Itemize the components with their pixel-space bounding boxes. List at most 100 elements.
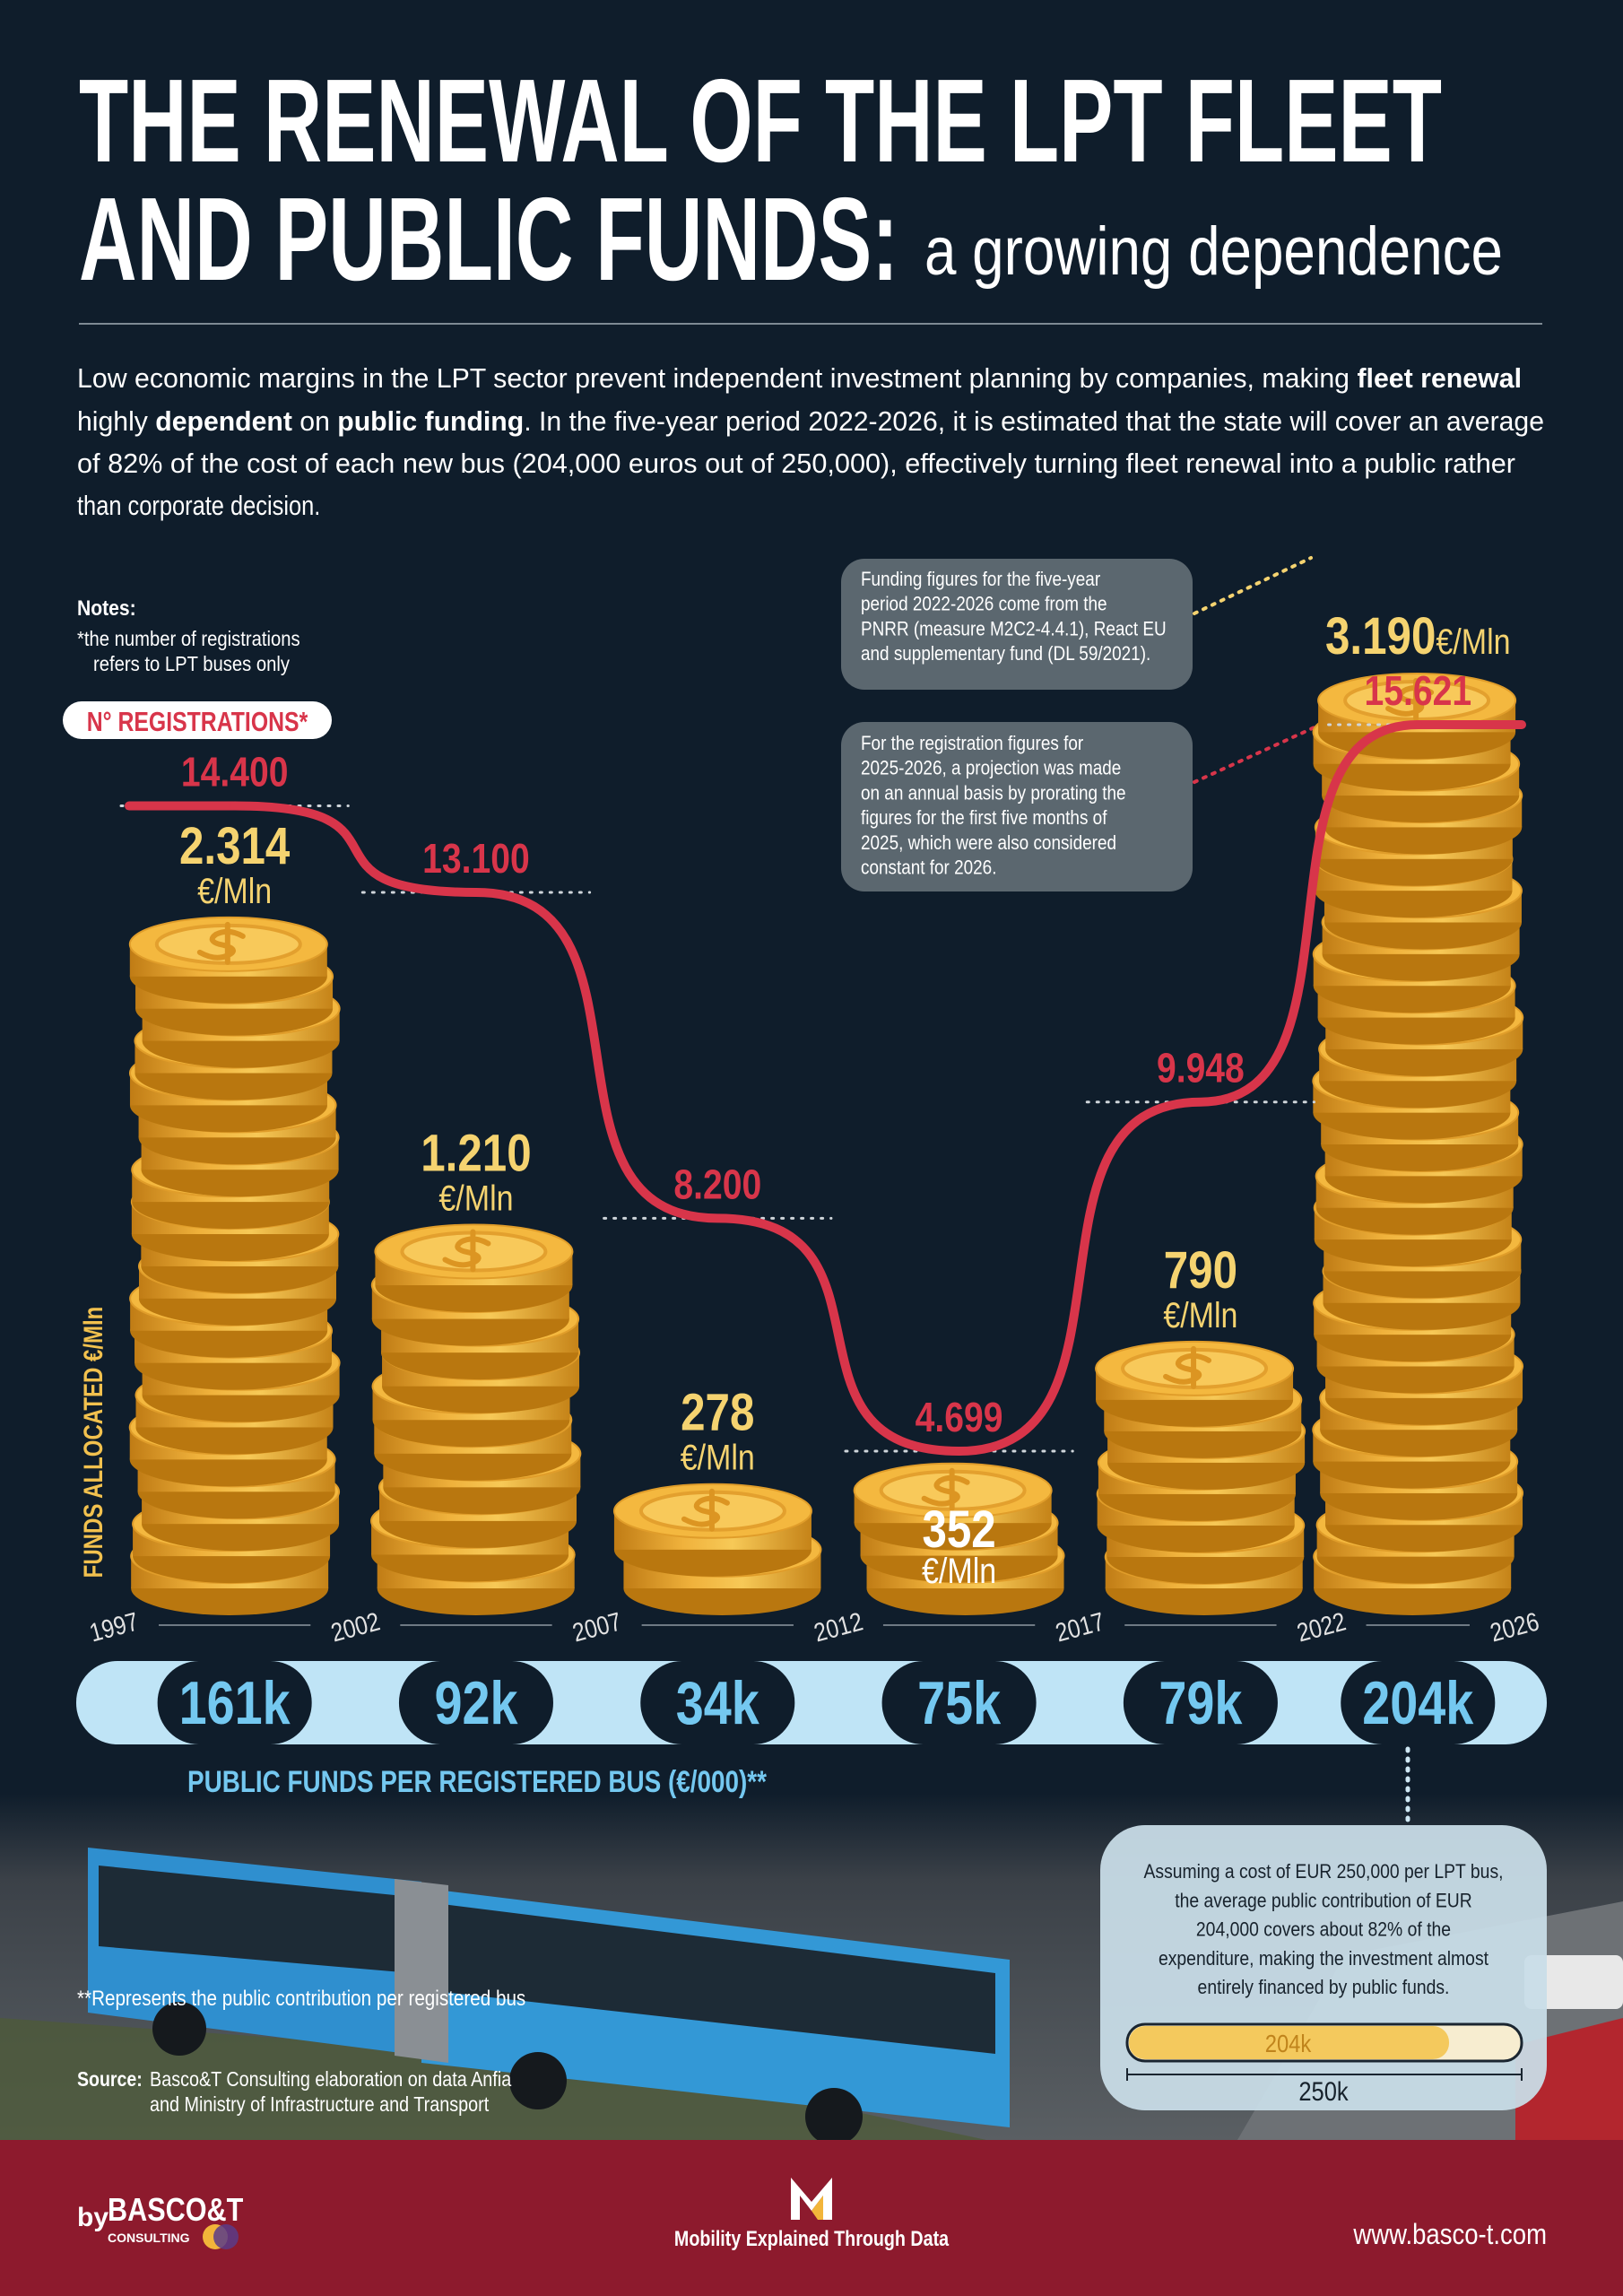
subtitle: a growing dependence <box>924 213 1503 290</box>
connector <box>1193 556 1313 615</box>
cost-label: 250k <box>1298 2077 1349 2107</box>
note-line: refers to LPT buses only <box>93 652 290 675</box>
notes-title: Notes: <box>77 596 136 621</box>
callout-text: period 2022-2026 come from the <box>861 593 1107 615</box>
source-text: Basco&T Consulting elaboration on data A… <box>150 2067 511 2091</box>
note-line: *the number of registrations <box>77 627 300 650</box>
per-bus-pill <box>1123 1661 1278 1744</box>
source-text: and Ministry of Infrastructure and Trans… <box>150 2092 490 2116</box>
footer <box>0 2140 1623 2296</box>
value-unit: €/Mln <box>1163 1296 1237 1335</box>
value-label: 1.210 <box>421 1124 531 1182</box>
intro-text: dependent <box>155 405 292 437</box>
per-bus-pill <box>881 1661 1037 1744</box>
value-unit: €/Mln <box>681 1439 755 1478</box>
intro-line: of 82% of the cost of each new bus (204,… <box>77 448 1515 479</box>
source-label: Source: <box>77 2067 143 2091</box>
coin-symbol <box>196 921 246 965</box>
grass <box>0 2018 986 2140</box>
per-bus-label: 204k <box>1362 1669 1473 1737</box>
value-label: 2.314 <box>179 817 290 875</box>
coin-stack <box>128 916 341 1615</box>
per-bus-label: 92k <box>434 1669 517 1737</box>
callout-box <box>841 722 1193 891</box>
intro-text: of 82% of the cost of each new bus (204,… <box>77 448 1515 479</box>
legend-label: N° REGISTRATIONS* <box>87 706 308 737</box>
intro-text: public funding <box>337 405 524 437</box>
footer-tagline: Mobility Explained Through Data <box>674 2227 950 2251</box>
registrations-label: 15.621 <box>1364 667 1471 714</box>
per-bus-label: 75k <box>917 1669 1001 1737</box>
per-bus-pill <box>1341 1661 1496 1744</box>
callout-text: 2025-2026, a projection was made <box>861 757 1121 779</box>
footer-brand-sub: CONSULTING <box>108 2231 190 2245</box>
intro-text: fleet renewal <box>1357 362 1522 394</box>
intro-line: Low economic margins in the LPT sector p… <box>77 362 1522 394</box>
registrations-label: 13.100 <box>422 835 530 882</box>
value-label: 278 <box>681 1384 754 1442</box>
legend-pill <box>63 701 332 739</box>
callout-text: figures for the first five months of <box>861 806 1107 829</box>
registrations-line <box>230 720 1423 1457</box>
intro-text: . In the five-year period 2022-2026, it … <box>524 405 1544 437</box>
per-bus-pill <box>157 1661 312 1744</box>
y-axis-label: FUNDS ALLOCATED €/Mln <box>79 1307 108 1578</box>
per-bus-label: 34k <box>676 1669 759 1737</box>
footer-brand: BASCO&T <box>108 2191 243 2228</box>
per-bus-label: 161k <box>179 1669 291 1737</box>
callout-text: Funding figures for the five-year <box>861 568 1100 590</box>
value-unit: €/Mln <box>922 1552 996 1591</box>
callout-text: PNRR (measure M2C2-4.4.1), React EU <box>861 617 1167 639</box>
footer-url: www.basco-t.com <box>1353 2218 1547 2250</box>
bus <box>88 1848 1623 2145</box>
callout-text: on an annual basis by prorating the <box>861 781 1126 804</box>
cost-text: Assuming a cost of EUR 250,000 per LPT b… <box>1143 1860 1503 1883</box>
callout-text: For the registration figures for <box>861 732 1083 754</box>
logo-m <box>791 2178 832 2220</box>
callout-text: 2025, which were also considered <box>861 831 1116 854</box>
value-label: 790 <box>1164 1241 1237 1300</box>
coin-symbol <box>1385 678 1435 721</box>
registrations-label: 14.400 <box>181 749 289 796</box>
value-unit: €/Mln <box>197 872 272 911</box>
intro-text: than corporate decision. <box>77 490 320 521</box>
footnote: **Represents the public contribution per… <box>77 1987 525 2011</box>
coin-stack <box>370 1223 582 1615</box>
registrations-label: 9.948 <box>1157 1045 1245 1091</box>
per-bus-title: PUBLIC FUNDS PER REGISTERED BUS (€/000)*… <box>187 1765 768 1799</box>
cost-text: entirely financed by public funds. <box>1198 1976 1450 1998</box>
value-unit: €/Mln <box>1436 622 1510 662</box>
contribution-label: 204k <box>1265 2030 1312 2057</box>
coin-stack <box>1095 1340 1306 1615</box>
logo-dot <box>213 2224 239 2249</box>
intro-line: than corporate decision. <box>77 490 320 521</box>
value-number: 3.190 <box>1325 607 1436 665</box>
intro-line: highly dependent on public funding. In t… <box>77 405 1544 437</box>
intro-text: on <box>292 405 337 437</box>
value-label: 352 <box>922 1500 995 1559</box>
coin-stack <box>853 1462 1065 1615</box>
coin-symbol <box>681 1488 730 1532</box>
coin-stack <box>612 1483 822 1615</box>
callout-text: constant for 2026. <box>861 857 996 879</box>
registrations-label: 4.699 <box>916 1394 1003 1440</box>
per-bus-pill <box>398 1661 553 1744</box>
coin-stack <box>1312 673 1524 1615</box>
cost-text: the average public contribution of EUR <box>1175 1889 1471 1911</box>
intro-text: Low economic margins in the LPT sector p… <box>77 362 1357 394</box>
per-bus-label: 79k <box>1159 1669 1242 1737</box>
coin-symbol <box>1163 1345 1212 1389</box>
cost-text: 204,000 covers about 82% of the <box>1196 1918 1451 1941</box>
cost-text: expenditure, making the investment almos… <box>1159 1947 1488 1970</box>
title: AND PUBLIC FUNDS: <box>79 173 898 305</box>
logo-m-accent <box>812 2196 823 2220</box>
value-label: 3.190€/Mln <box>1325 607 1511 665</box>
per-bus-pill <box>640 1661 795 1744</box>
registrations-label: 8.200 <box>673 1161 761 1207</box>
intro-text: highly <box>77 405 155 437</box>
coin-symbol <box>921 1467 970 1511</box>
coin-symbol <box>442 1229 491 1273</box>
footer-by: by <box>77 2203 108 2232</box>
